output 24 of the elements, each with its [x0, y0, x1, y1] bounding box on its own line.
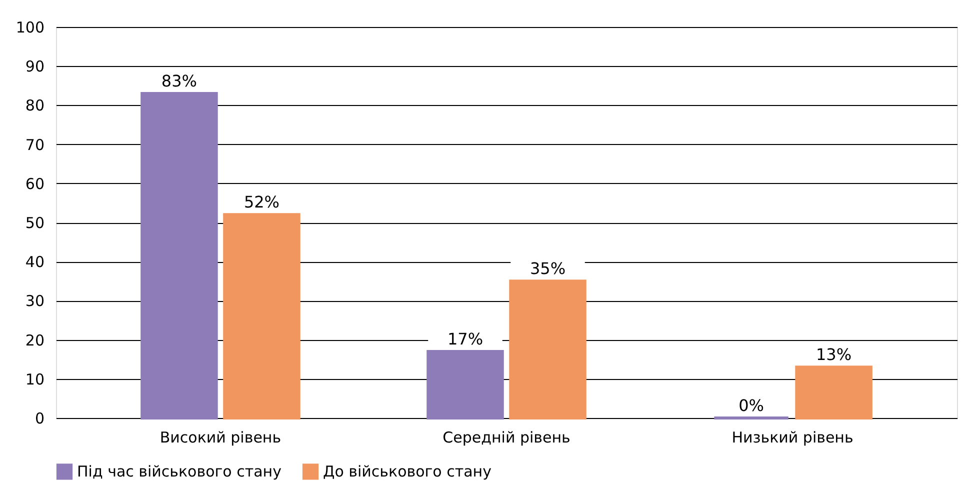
y-tick-label: 30 — [25, 292, 44, 310]
y-tick-label: 0 — [34, 410, 44, 428]
legend-label: Під час військового стану — [77, 462, 282, 481]
bar — [509, 280, 586, 420]
y-tick-label: 90 — [25, 58, 44, 76]
y-tick-label: 10 — [25, 370, 44, 388]
x-tick-label: Середній рівень — [442, 428, 570, 446]
data-label: 0% — [738, 396, 764, 415]
data-label: 35% — [530, 259, 566, 278]
y-tick-label: 80 — [25, 96, 44, 115]
data-label: 52% — [244, 192, 280, 212]
data-label: 17% — [447, 330, 484, 349]
legend-label: До військового стану — [323, 462, 492, 481]
y-tick-label: 50 — [25, 214, 44, 232]
x-tick-label: Низький рівень — [732, 428, 854, 446]
bar — [426, 350, 504, 420]
x-tick-label: Високий рівень — [160, 428, 282, 446]
y-tick-label: 100 — [16, 18, 44, 36]
y-tick-label: 70 — [25, 136, 44, 154]
y-tick-label: 40 — [25, 253, 44, 272]
y-tick-label: 60 — [25, 174, 44, 193]
y-tick-label: 20 — [25, 331, 44, 350]
data-label: 13% — [816, 345, 852, 364]
data-label: 83% — [161, 71, 197, 90]
